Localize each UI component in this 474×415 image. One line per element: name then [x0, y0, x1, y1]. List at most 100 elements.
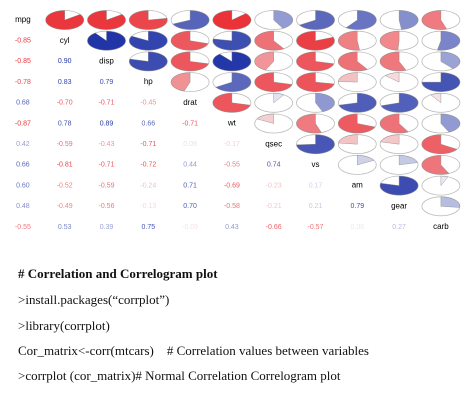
pie-sector: [379, 51, 407, 72]
correlation-value: -0.87: [15, 120, 31, 127]
correlation-value: 0.21: [309, 203, 323, 210]
correlation-value: -0.66: [266, 224, 282, 231]
correlation-value: 0.53: [58, 224, 72, 231]
correlation-value: -0.55: [15, 224, 31, 231]
pie-sector: [215, 72, 252, 92]
correlation-value: -0.09: [182, 224, 198, 231]
pie-sector: [430, 93, 442, 104]
correlation-value: 0.83: [58, 79, 72, 86]
code-line: Cor_matrix<-corr(mtcars) # Correlation v…: [18, 343, 369, 358]
correlation-value: -0.85: [15, 58, 31, 65]
correlation-value: -0.69: [224, 182, 240, 189]
pie-sector: [170, 72, 191, 92]
pie-sector: [379, 113, 409, 134]
correlation-value: -0.43: [99, 141, 115, 148]
code-line: >corrplot (cor_matrix)# Normal Correlati…: [18, 368, 341, 383]
variable-label: drat: [183, 98, 198, 107]
pie-sector: [273, 93, 285, 104]
pie-sector: [254, 51, 274, 71]
variable-label: mpg: [15, 15, 31, 24]
correlation-value: 0.48: [16, 203, 30, 210]
pie-sector: [212, 93, 251, 113]
pie-sector: [256, 113, 274, 124]
pie-sector: [357, 155, 375, 166]
variable-label: qsec: [265, 139, 282, 148]
correlation-value: -0.59: [57, 141, 73, 148]
pie-sector: [296, 113, 322, 134]
pie-sector: [421, 134, 458, 154]
pie-sector: [440, 175, 449, 187]
variable-label: cyl: [60, 36, 70, 45]
pie-sector: [380, 134, 400, 145]
pie-sector: [440, 196, 461, 208]
correlation-value: -0.55: [224, 162, 240, 169]
correlation-value: 0.43: [225, 224, 239, 231]
correlation-value: -0.56: [99, 203, 115, 210]
correlation-value: 0.70: [183, 203, 197, 210]
correlation-value: 0.74: [267, 162, 281, 169]
pie-sector: [87, 10, 126, 30]
correlation-value: -0.52: [57, 182, 73, 189]
pie-sector: [384, 72, 400, 83]
pie-sector: [254, 72, 293, 92]
pie-sector: [398, 10, 419, 30]
variable-label: hp: [144, 77, 153, 86]
correlation-value: 0.71: [183, 182, 197, 189]
correlation-value: -0.71: [99, 162, 115, 169]
pie-sector: [338, 113, 376, 134]
pie-sector: [87, 30, 126, 51]
pie-sector: [379, 30, 400, 51]
pie-sector: [296, 51, 335, 72]
correlation-value: -0.57: [308, 224, 324, 231]
pie-sector: [421, 10, 448, 30]
pie-sector: [296, 134, 335, 154]
variable-label: gear: [391, 201, 407, 210]
pie-sector: [338, 134, 358, 145]
pie-sector: [440, 113, 461, 133]
pie-sector: [129, 10, 168, 30]
correlation-value: -0.71: [182, 120, 198, 127]
correlation-value: 0.79: [350, 203, 364, 210]
correlation-value: 0.68: [16, 100, 30, 107]
correlation-value: 0.27: [392, 224, 406, 231]
variable-label: wt: [227, 119, 237, 128]
pie-sector: [338, 51, 368, 72]
pie-sector: [345, 10, 377, 30]
correlation-value: 0.06: [350, 224, 364, 231]
code-line: >install.packages(“corrplot”): [18, 292, 170, 307]
pie-sector: [338, 93, 377, 113]
correlation-value: -0.49: [57, 203, 73, 210]
correlation-value: -0.17: [224, 141, 240, 148]
pie-sector: [338, 72, 358, 83]
pie-sector: [254, 30, 285, 51]
pie-sector: [299, 10, 335, 30]
correlation-value: 0.89: [100, 120, 114, 127]
pie-sector: [380, 93, 419, 113]
correlation-value: 0.90: [58, 58, 72, 65]
pie-sector: [273, 10, 293, 29]
pie-sector: [172, 10, 210, 30]
pie-sector: [170, 51, 209, 72]
pie-sector: [212, 30, 252, 51]
pie-sector: [379, 175, 419, 196]
correlation-value: -0.78: [15, 79, 31, 86]
correlation-value: -0.21: [266, 203, 282, 210]
pie-sector: [296, 30, 335, 51]
pie-sector: [170, 30, 209, 51]
correlation-value: 0.66: [141, 120, 155, 127]
correlation-value: 0.44: [183, 162, 197, 169]
correlation-value: -0.85: [15, 38, 31, 45]
correlation-value: 0.78: [58, 120, 72, 127]
correlation-value: 0.17: [309, 182, 323, 189]
correlation-value: -0.71: [140, 141, 156, 148]
correlation-value: -0.72: [140, 162, 156, 169]
correlation-value: -0.45: [140, 100, 156, 107]
pie-sector: [212, 10, 252, 30]
pie-sector: [338, 30, 360, 51]
variable-label: carb: [433, 222, 449, 231]
variable-label: disp: [99, 57, 114, 66]
pie-sector: [212, 51, 252, 72]
correlation-value: 0.09: [183, 141, 197, 148]
correlation-value: -0.70: [57, 100, 73, 107]
